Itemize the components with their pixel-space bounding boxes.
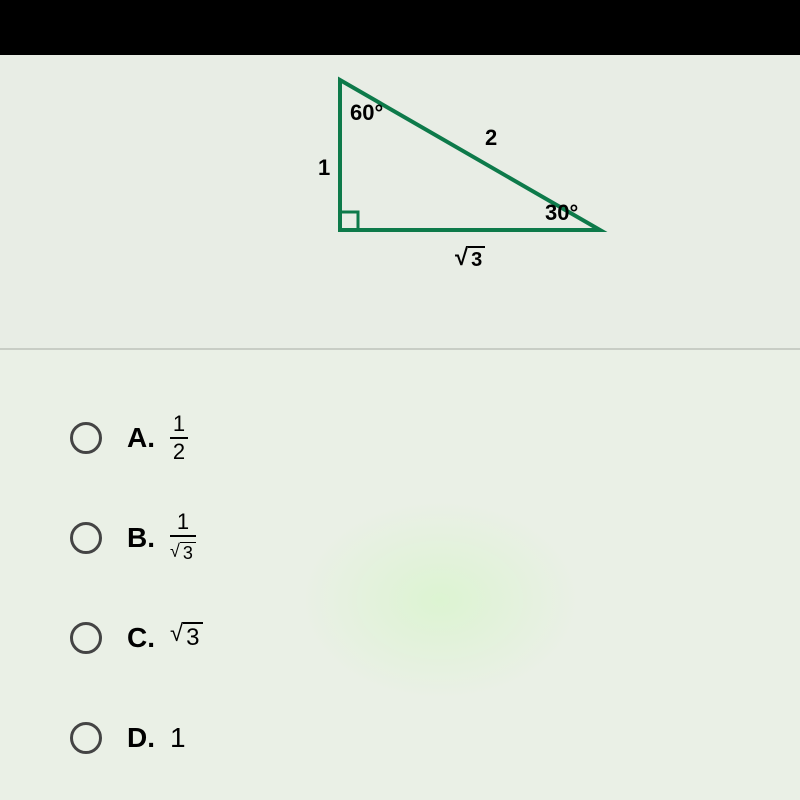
radio-c[interactable] (70, 622, 102, 654)
angle-60: 60° (350, 100, 383, 126)
triangle-diagram: 60° 30° 1 2 √3 (310, 70, 630, 290)
option-b[interactable]: B. 1 √3 (70, 510, 800, 565)
radio-b[interactable] (70, 522, 102, 554)
radio-a[interactable] (70, 422, 102, 454)
value-c: √3 (170, 622, 203, 653)
value-b: 1 √3 (170, 511, 196, 565)
option-c[interactable]: C. √3 (70, 610, 800, 665)
figure-panel: 60° 30° 1 2 √3 (0, 55, 800, 350)
option-a[interactable]: A. 1 2 (70, 410, 800, 465)
value-a: 1 2 (170, 413, 188, 463)
option-d[interactable]: D. 1 (70, 710, 800, 765)
side-hypotenuse: 2 (485, 125, 497, 151)
right-angle-marker (340, 212, 358, 230)
label-d: D. (127, 722, 155, 754)
value-d: 1 (170, 722, 186, 754)
radio-d[interactable] (70, 722, 102, 754)
label-b: B. (127, 522, 155, 554)
side-bottom: √3 (455, 245, 485, 272)
angle-30: 30° (545, 200, 578, 226)
label-c: C. (127, 622, 155, 654)
label-a: A. (127, 422, 155, 454)
answers-panel: A. 1 2 B. 1 √3 C. √3 D. 1 (0, 350, 800, 800)
top-black-bar (0, 0, 800, 55)
side-left: 1 (318, 155, 330, 181)
